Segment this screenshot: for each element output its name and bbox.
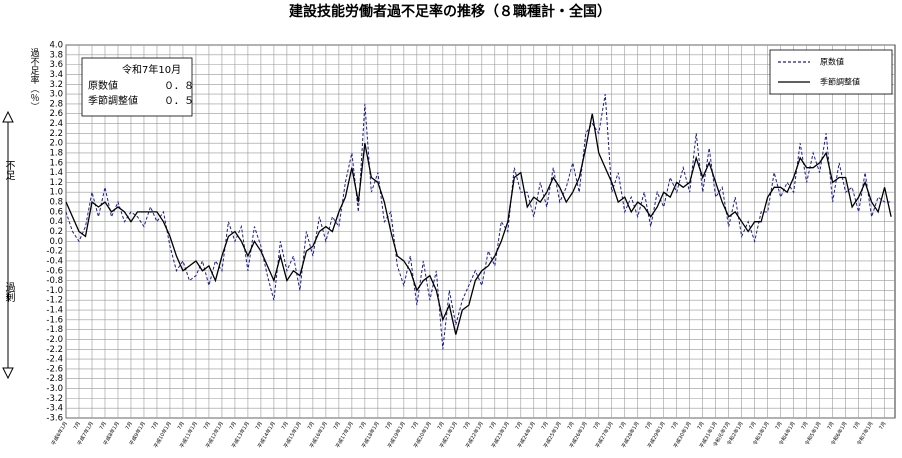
x-tick-label: 7月 xyxy=(385,421,394,431)
y-tick-label: 1.2 xyxy=(49,178,63,188)
y-tick-label: -2.4 xyxy=(46,355,63,365)
y-tick-label: 2.4 xyxy=(49,119,63,129)
y-tick-label: -2.8 xyxy=(46,374,63,384)
legend-label: 原数値 xyxy=(820,57,844,67)
x-tick-label: 7月 xyxy=(281,421,290,431)
y-tick-label: -3.0 xyxy=(46,384,63,394)
x-tick-label: 7月 xyxy=(670,421,679,431)
side-label-bottom: 過剰 xyxy=(3,282,15,302)
y-tick-label: -0.8 xyxy=(46,276,63,286)
y-tick-label: -3.6 xyxy=(46,414,63,424)
y-tick-label: 2.0 xyxy=(49,139,63,149)
y-tick-label: -1.2 xyxy=(46,296,63,306)
x-tick-label: 7月 xyxy=(515,421,524,431)
y-tick-label: 0.2 xyxy=(49,227,63,237)
y-tick-label: 3.0 xyxy=(49,90,63,100)
x-tick-label: 7月 xyxy=(463,421,472,431)
annotation-box xyxy=(81,57,193,117)
x-tick-label: 7月 xyxy=(255,421,264,431)
y-tick-label: -2.6 xyxy=(46,364,63,374)
x-tick-label: 7月 xyxy=(99,421,108,431)
x-tick-label: 7月 xyxy=(359,421,368,431)
y-tick-label: 1.6 xyxy=(49,158,63,168)
annotation-value: ０．５ xyxy=(164,96,194,107)
side-arrows xyxy=(2,110,14,380)
x-tick-label: 7月 xyxy=(774,421,783,431)
annotation-name: 原数値 xyxy=(88,79,118,92)
x-tick-label: 7月 xyxy=(541,421,550,431)
x-tick-label: 7月 xyxy=(73,421,82,431)
y-tick-label: 1.4 xyxy=(49,168,63,178)
y-axis-label: 過不足率（％） xyxy=(29,48,40,111)
grid: 4.03.83.63.43.23.02.82.62.42.22.01.81.61… xyxy=(46,41,896,449)
series-line xyxy=(65,93,892,350)
x-tick-label: 7月 xyxy=(437,421,446,431)
x-tick-label: 7月 xyxy=(203,421,212,431)
x-tick-label: 7月 xyxy=(307,421,316,431)
series-line xyxy=(65,113,892,335)
y-tick-label: 3.4 xyxy=(49,70,63,80)
legend-label: 季節調整値 xyxy=(820,77,860,87)
y-tick-label: 0.4 xyxy=(49,217,63,227)
y-tick-label: 0.6 xyxy=(49,207,63,217)
y-tick-label: -3.2 xyxy=(46,394,63,404)
x-tick-label: 平成6年1月 xyxy=(50,420,69,446)
x-tick-label: 7月 xyxy=(229,421,238,431)
x-tick-label: 7月 xyxy=(566,421,575,431)
x-tick-label: 7月 xyxy=(618,421,627,431)
x-tick-label: 7月 xyxy=(333,421,342,431)
side-label-top: 不足 xyxy=(3,160,15,181)
y-tick-label: -1.0 xyxy=(46,286,63,296)
annotation-name: 季節調整値 xyxy=(88,94,138,107)
y-tick-label: 2.2 xyxy=(49,129,63,139)
x-tick-label: 7月 xyxy=(151,421,160,431)
x-tick-label: 7月 xyxy=(800,421,809,431)
annotation-value: ０．８ xyxy=(164,81,194,92)
y-tick-label: 3.6 xyxy=(49,60,63,70)
x-tick-label: 7月 xyxy=(125,421,134,431)
x-tick-label: 7月 xyxy=(489,421,498,431)
x-tick-label: 7月 xyxy=(852,421,861,431)
y-tick-label: 2.8 xyxy=(49,99,63,109)
y-tick-label: 1.0 xyxy=(49,188,63,198)
x-tick-label: 7月 xyxy=(411,421,420,431)
y-tick-label: 0.0 xyxy=(49,237,63,247)
x-tick-label: 7月 xyxy=(696,421,705,431)
y-tick-label: -1.8 xyxy=(46,325,63,335)
y-tick-label: 3.8 xyxy=(49,50,63,60)
y-tick-label: -2.0 xyxy=(46,335,63,345)
x-tick-label: 7月 xyxy=(826,421,835,431)
annotation-title: 令和7年10月 xyxy=(122,63,181,76)
y-tick-label: -0.6 xyxy=(46,266,63,276)
y-tick-label: 3.2 xyxy=(49,80,63,90)
y-tick-label: 4.0 xyxy=(49,41,63,51)
chart-title: 建設技能労働者過不足率の推移（８職種計・全国） xyxy=(289,3,611,20)
y-tick-label: -1.4 xyxy=(46,306,63,316)
lines xyxy=(65,93,892,350)
x-tick-label: 7月 xyxy=(748,421,757,431)
legend-box xyxy=(769,49,893,95)
y-tick-label: -3.4 xyxy=(46,404,63,414)
x-tick-label: 7月 xyxy=(177,421,186,431)
y-tick-label: 2.6 xyxy=(49,109,63,119)
y-tick-label: -2.2 xyxy=(46,345,63,355)
y-tick-label: -1.6 xyxy=(46,315,63,325)
x-tick-label: 7月 xyxy=(878,421,887,431)
y-tick-label: -0.2 xyxy=(46,247,63,257)
x-tick-label: 7月 xyxy=(644,421,653,431)
y-tick-label: -0.4 xyxy=(46,256,63,266)
y-tick-label: 1.8 xyxy=(49,148,63,158)
y-tick-label: 0.8 xyxy=(49,198,63,208)
x-tick-label: 7月 xyxy=(592,421,601,431)
